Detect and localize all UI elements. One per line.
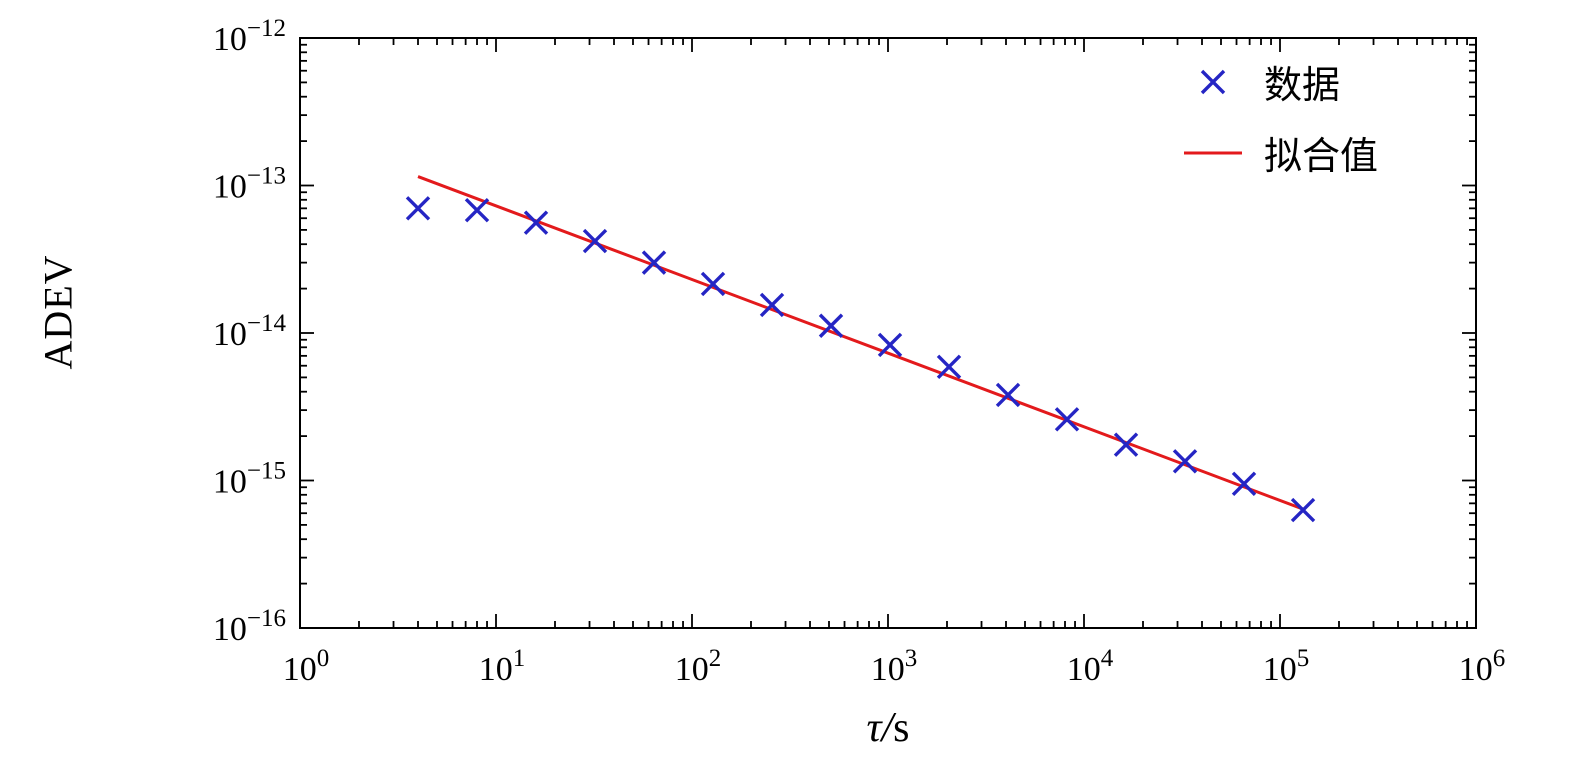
legend-label-fit: 拟合值 (1264, 136, 1379, 178)
x-marker-icon (1200, 69, 1226, 94)
tick-label: 10−13 (213, 163, 286, 206)
tick-label: 10−16 (213, 605, 286, 648)
fit-line (417, 175, 1304, 511)
legend: 数据 拟合值 (1182, 54, 1378, 180)
tick-label: 10−12 (213, 15, 286, 58)
y-axis-label: ADEV (35, 254, 81, 370)
legend-item-data: 数据 (1182, 54, 1378, 109)
tick-label: 101 (479, 645, 526, 688)
x-axis-label: τ/s (866, 705, 910, 751)
tick-labels: 100 101 102 103 104 105 106 10−12 10−13 10−14 10−1… (213, 15, 1505, 688)
line-sample-icon (1184, 151, 1242, 154)
tick-label: 10−15 (213, 458, 286, 501)
ticks (299, 37, 1477, 629)
tick-label: 105 (1263, 645, 1310, 688)
tick-label: 103 (871, 645, 918, 688)
legend-label-data: 数据 (1264, 65, 1341, 107)
legend-item-fit: 拟合值 (1182, 125, 1378, 180)
tick-label: 104 (1067, 645, 1114, 688)
tick-label: 102 (675, 645, 722, 688)
tick-label: 10−14 (213, 310, 287, 353)
data-markers (405, 196, 1316, 523)
tick-label: 106 (1459, 645, 1506, 688)
tick-label: 100 (283, 645, 330, 688)
